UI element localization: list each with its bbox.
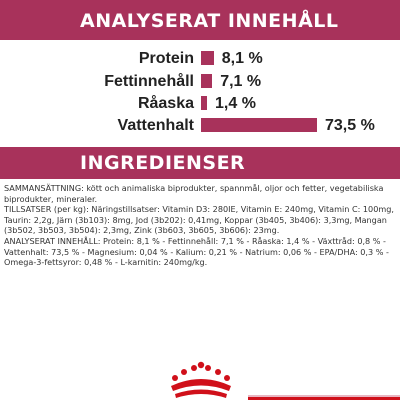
composition-text: SAMMANSÄTTNING: kött och animaliska bipr… [4, 183, 384, 204]
nutrient-bar [201, 96, 207, 110]
nutrient-label: Råaska [137, 95, 194, 112]
nutrient-value: 73,5 % [325, 117, 375, 134]
decorative-stripe-red [248, 397, 400, 400]
nutrient-row: Fettinnehåll 7,1 % [0, 70, 400, 93]
nutrient-label: Protein [138, 50, 194, 67]
analysis-header: ANALYSERAT INNEHÅLL [0, 0, 400, 40]
nutrient-label: Fettinnehåll [104, 73, 194, 90]
nutrient-bar [201, 51, 214, 65]
nutrient-row: Protein 8,1 % [0, 47, 400, 70]
ingredients-header: INGREDIENSER [0, 147, 400, 179]
nutrient-value: 7,1 % [220, 73, 262, 90]
nutrient-value: 1,4 % [215, 95, 256, 112]
nutrient-value: 8,1 % [221, 50, 263, 67]
analysis-text: ANALYSERAT INNEHÅLL: Protein: 8,1 % - Fe… [4, 235, 389, 268]
royal-canin-crown-logo [171, 361, 231, 398]
nutrient-label: Vattenhalt [117, 117, 194, 134]
ingredients-block: SAMMANSÄTTNING: kött och animaliska bipr… [4, 183, 396, 268]
nutrient-row: Vattenhalt 73,5 % [0, 114, 400, 137]
additives-text: TILLSATSER (per kg): Näringstillsatser: … [4, 204, 394, 236]
decorative-stripe-light [248, 395, 400, 397]
nutrient-row: Råaska 1,4 % [0, 92, 400, 115]
nutrient-bar [201, 118, 317, 132]
nutrient-bar [201, 74, 213, 88]
